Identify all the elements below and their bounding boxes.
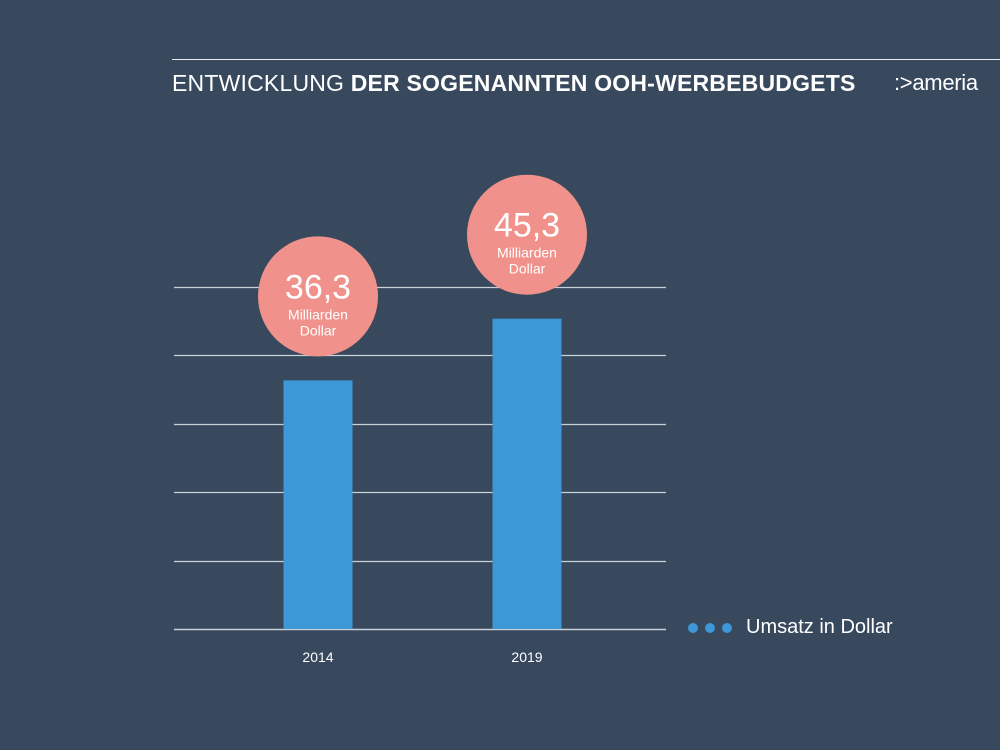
- chart-title-bold: DER SOGENANNTEN OOH-WERBEBUDGETS: [350, 70, 856, 96]
- legend: Umsatz in Dollar: [688, 616, 893, 639]
- bar: [492, 318, 562, 629]
- chart-title-light: ENTWICKLUNG: [172, 70, 345, 96]
- data-label-unit: Dollar: [300, 322, 337, 338]
- data-label-value: 36,3: [285, 268, 351, 306]
- value-bubble: [258, 236, 378, 357]
- header-rule: [172, 59, 1000, 60]
- value-bubble: [467, 174, 587, 295]
- legend-dot: [688, 622, 698, 633]
- legend-dot: [722, 622, 732, 633]
- legend-label: Umsatz in Dollar: [746, 616, 893, 638]
- chart-title: ENTWICKLUNG DER SOGENANNTEN OOH-WERBEBUD…: [172, 70, 856, 97]
- data-label-unit: Dollar: [509, 261, 546, 277]
- data-label-unit: Milliarden: [288, 306, 348, 322]
- legend-dots-icon: [688, 622, 732, 633]
- x-tick-label: 2019: [511, 649, 542, 665]
- bar: [283, 380, 353, 629]
- brand-logo: :>ameria: [894, 70, 978, 95]
- x-tick-label: 2014: [302, 649, 333, 665]
- data-label-value: 45,3: [494, 207, 560, 245]
- data-label-unit: Milliarden: [497, 245, 557, 261]
- legend-dot: [705, 622, 715, 633]
